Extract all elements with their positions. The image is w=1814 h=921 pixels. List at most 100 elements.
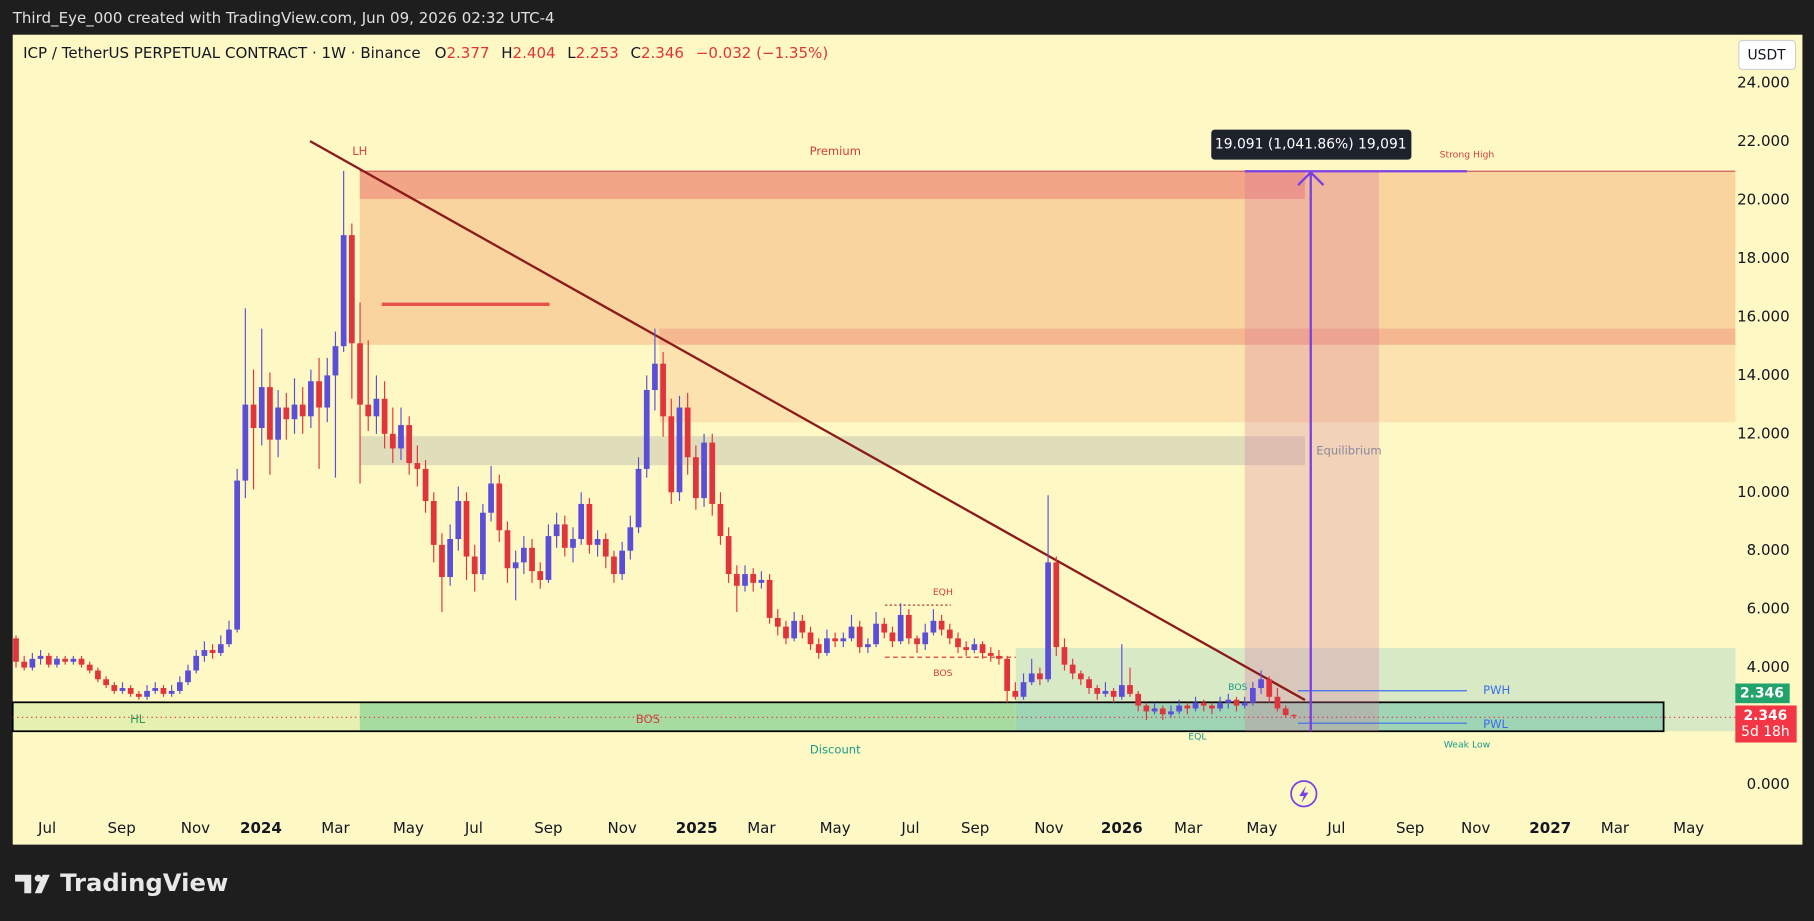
x-tick-label: Mar: [321, 819, 350, 837]
candle-body: [389, 433, 396, 449]
candle-body: [176, 682, 183, 691]
y-tick-label: 14.000: [1737, 366, 1790, 384]
candle-body: [815, 644, 822, 653]
candle-body: [144, 690, 150, 697]
ohlc-value: 2.253: [576, 44, 619, 62]
candle-body: [946, 629, 953, 639]
candle-body: [979, 644, 986, 653]
y-tick-label: 4.000: [1747, 658, 1790, 676]
logo-text: TradingView: [60, 868, 228, 897]
x-tick-label: 2026: [1101, 819, 1143, 837]
ohlc-label: C: [630, 44, 640, 62]
candle-body: [275, 407, 281, 440]
candle-body: [348, 235, 355, 344]
candle-body: [1225, 699, 1232, 703]
header: Third_Eye_000 created with TradingView.c…: [12, 9, 555, 28]
x-tick-label: Nov: [181, 819, 210, 837]
candle-body: [996, 655, 1002, 659]
candle-body: [37, 655, 44, 659]
candle-body: [45, 655, 52, 665]
x-tick-label: Nov: [1461, 819, 1490, 837]
eql-label: EQL: [1188, 732, 1207, 743]
candle-body: [283, 407, 290, 420]
ohlc-label: H: [501, 44, 512, 62]
candle-body: [496, 483, 503, 531]
x-tick-label: Sep: [534, 819, 562, 837]
candle-body: [258, 387, 265, 428]
candle-body: [856, 626, 863, 648]
candle-body: [1110, 690, 1117, 697]
discount-label: Discount: [810, 742, 861, 756]
candle-body: [807, 632, 814, 645]
candle-body: [439, 544, 445, 577]
hl-label: HL: [130, 712, 146, 726]
candle-body: [160, 688, 167, 694]
candle-body: [1037, 673, 1043, 680]
candle-body: [611, 556, 617, 575]
x-tick-label: Mar: [1601, 819, 1630, 837]
candle-body: [758, 579, 765, 583]
candle-body: [1159, 708, 1166, 715]
candle-body: [635, 468, 642, 528]
candle-body: [70, 658, 77, 662]
candle-body: [1233, 699, 1240, 706]
candle-body: [504, 530, 511, 569]
ohlc-value: 2.404: [513, 44, 556, 62]
candle-body: [693, 457, 699, 499]
hl-zone: [12, 702, 360, 732]
candle-body: [1241, 702, 1248, 706]
candle-body: [463, 501, 470, 557]
candle-body: [709, 442, 716, 504]
candle-body: [848, 626, 855, 639]
symbol: ICP / TetherUS PERPETUAL CONTRACT · 1W ·…: [23, 44, 420, 62]
measure-label-box: [1211, 129, 1412, 160]
candle-body: [1200, 702, 1207, 706]
candle-body: [340, 235, 347, 347]
candle-body: [406, 425, 413, 464]
candle-body: [381, 398, 388, 434]
y-tick-label: 8.000: [1747, 541, 1790, 559]
candle-body: [717, 503, 724, 537]
candle-body: [1258, 679, 1264, 689]
candle-body: [414, 463, 421, 469]
strong-high-label: Strong High: [1440, 150, 1495, 161]
candle-body: [1086, 679, 1092, 689]
candle-body: [668, 416, 675, 493]
bos-label: BOS: [1228, 682, 1247, 693]
candle-body: [152, 688, 159, 691]
y-tick-label: 20.000: [1737, 191, 1790, 209]
bos-label: BOS: [933, 668, 952, 679]
equilibrium-label: Equilibrium: [1316, 444, 1381, 458]
candle-body: [889, 632, 896, 642]
candle-body: [602, 539, 609, 557]
premium-top: [359, 171, 1305, 200]
y-tick-label: 10.000: [1737, 483, 1790, 501]
candle-body: [578, 503, 585, 540]
currency-box[interactable]: [1738, 39, 1797, 71]
x-tick-label: May: [1673, 819, 1704, 837]
ohlc-label: O: [435, 44, 447, 62]
ohlc-value: 2.346: [641, 44, 684, 62]
candle-body: [783, 626, 789, 639]
y-tick-label: 22.000: [1737, 132, 1790, 150]
candle-body: [168, 690, 175, 694]
lightning-icon[interactable]: [1290, 780, 1318, 808]
candle-body: [832, 638, 838, 642]
candle-body: [1012, 690, 1019, 697]
candle-body: [95, 670, 101, 680]
candle-body: [971, 644, 978, 651]
candle-body: [881, 623, 888, 633]
candle-body: [824, 638, 830, 653]
candle-body: [291, 404, 298, 420]
icon-bolt: [1299, 785, 1309, 803]
candle-body: [930, 620, 937, 633]
candle-body: [447, 539, 454, 577]
candle-body: [750, 574, 757, 583]
candle-body: [1151, 708, 1158, 712]
supply-band: [659, 328, 1736, 345]
candle-body: [1250, 688, 1256, 703]
candles: [13, 170, 1297, 721]
candle-body: [1102, 690, 1109, 694]
y-tick-label: 16.000: [1737, 307, 1790, 325]
candle-body: [365, 404, 372, 417]
